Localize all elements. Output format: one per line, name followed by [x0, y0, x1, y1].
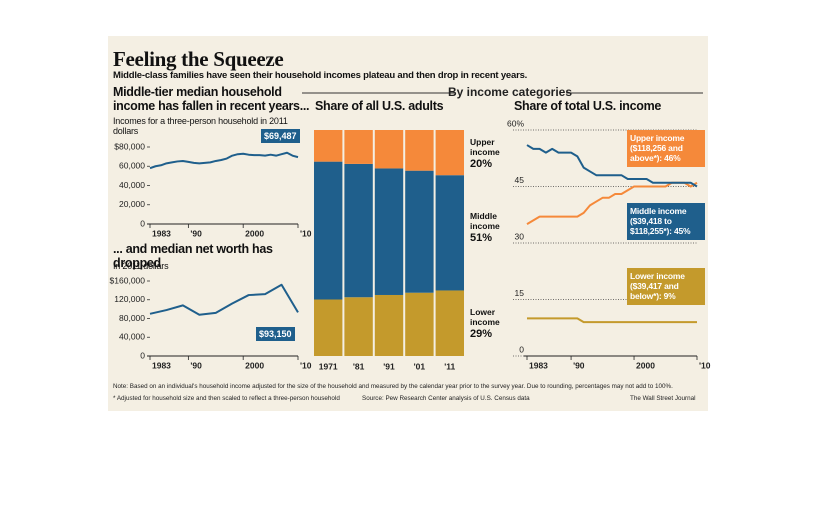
footnote: * Adjusted for household size and then s… — [113, 395, 340, 402]
series-label: Lower income ($39,417 and below*): 9% — [627, 268, 705, 305]
credit: The Wall Street Journal — [630, 395, 696, 402]
bar-segment — [374, 294, 404, 356]
y-tick-label: 30 — [515, 231, 525, 241]
bar-segment — [405, 292, 434, 356]
y-tick-label: 40,000 — [119, 332, 145, 342]
y-tick-label: 60% — [507, 118, 524, 128]
bar-segment — [435, 175, 464, 291]
x-tick-label: 1983 — [152, 360, 171, 370]
series-name: Upper income — [470, 137, 500, 157]
x-tick-label: 2000 — [636, 360, 655, 370]
y-tick-label: 80,000 — [119, 313, 145, 323]
x-tick-label: '01 — [414, 361, 426, 371]
x-tick-label: '10 — [699, 360, 711, 370]
bar-segment — [314, 130, 343, 162]
series-value-label: 46% — [664, 153, 681, 164]
chart-title: Share of total U.S. income — [514, 99, 662, 113]
x-tick-label: '81 — [353, 361, 365, 371]
line-series — [149, 283, 299, 316]
bar-segment — [344, 163, 373, 298]
x-tick-label: 2000 — [245, 360, 264, 370]
bar-segment — [374, 168, 404, 295]
series-name: Lower income — [470, 307, 500, 327]
x-tick-label: '10 — [300, 360, 312, 370]
x-tick-label: '91 — [383, 361, 395, 371]
source: Source: Pew Research Center analysis of … — [362, 395, 530, 402]
bar-segment — [374, 130, 404, 169]
page-subtitle: Middle-class families have seen their ho… — [113, 70, 528, 81]
series-name: Middle income ($39,418 to $118,255*): — [630, 206, 687, 237]
y-tick-label: 0 — [519, 344, 524, 354]
value-label: $93,150 — [256, 327, 295, 341]
x-tick-label: 1971 — [319, 361, 338, 371]
chart-title: Middle-tier median household income has … — [113, 85, 310, 113]
chart-subtitle: Incomes for a three-person household in … — [113, 116, 288, 136]
bar-segment — [314, 161, 343, 300]
x-tick-label: '90 — [190, 360, 202, 370]
series-label: Upper income ($118,256 and above*): 46% — [627, 130, 705, 167]
page-title: Feeling the Squeeze — [113, 47, 284, 71]
series-label: Middle income ($39,418 to $118,255*): 45… — [627, 203, 705, 240]
line-series — [526, 144, 698, 188]
chart-title: ... and median net worth has dropped — [113, 242, 273, 270]
group-label: By income categories — [448, 85, 572, 99]
x-tick-label: '90 — [573, 360, 585, 370]
bar-segment — [405, 130, 434, 171]
value-label: $69,487 — [261, 129, 300, 143]
series-value-label: 29% — [470, 327, 493, 340]
series-value-label: 9% — [663, 291, 676, 302]
note: Note: Based on an individual's household… — [113, 383, 673, 390]
x-tick-label: 1983 — [529, 360, 548, 370]
series-label: Lower income 29% — [470, 307, 510, 340]
bar-segment — [344, 297, 373, 356]
y-tick-label: 15 — [515, 288, 525, 298]
x-tick-label: 2000 — [245, 228, 264, 238]
y-tick-label: 120,000 — [114, 294, 145, 304]
x-tick-label: 1983 — [152, 228, 171, 238]
series-name: Middle income — [470, 211, 500, 231]
x-tick-label: '90 — [190, 228, 202, 238]
y-tick-label: 60,000 — [119, 161, 145, 171]
y-tick-label: 40,000 — [119, 180, 145, 190]
bar-segment — [435, 130, 464, 176]
y-tick-label: 20,000 — [119, 199, 145, 209]
bar-segment — [344, 130, 373, 164]
bar-segment — [314, 299, 343, 356]
y-tick-label: $160,000 — [110, 275, 146, 285]
x-tick-label: '11 — [444, 361, 455, 371]
y-tick-label: 45 — [515, 175, 525, 185]
series-name: Lower income ($39,417 and below*): — [630, 271, 685, 302]
series-label: Upper income 20% — [470, 137, 510, 170]
line-series — [526, 181, 698, 226]
series-value-label: 51% — [470, 231, 493, 244]
x-tick-label: '10 — [300, 228, 312, 238]
chart-title: Share of all U.S. adults — [315, 99, 444, 113]
series-value-label: 45% — [673, 226, 691, 237]
line-series — [149, 151, 299, 170]
y-tick-label: 0 — [140, 218, 145, 228]
line-series — [527, 317, 697, 324]
bar-segment — [405, 170, 434, 293]
bar-segment — [435, 290, 464, 356]
series-label: Middle income 51% — [470, 211, 510, 244]
y-tick-label: 0 — [140, 350, 145, 360]
chart-subtitle: In 2011 dollars — [113, 261, 169, 271]
series-value-label: 20% — [470, 157, 493, 170]
y-tick-label: $80,000 — [114, 141, 145, 151]
series-name: Upper income ($118,256 and above*): — [630, 133, 685, 164]
